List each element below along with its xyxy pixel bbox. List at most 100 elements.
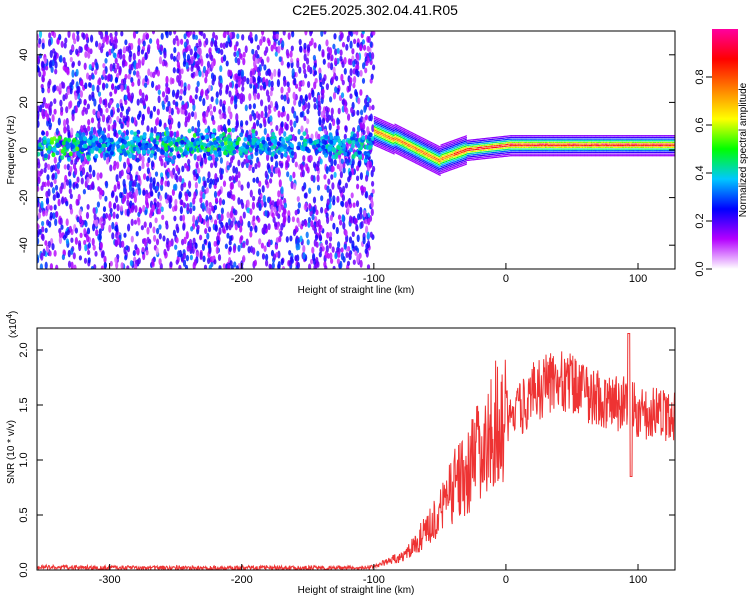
- spectrogram-cell: [128, 180, 132, 188]
- spectrogram-cell: [115, 224, 119, 233]
- spectrogram-cell: [364, 191, 368, 199]
- spectrogram-cell: [54, 172, 58, 180]
- spectrogram-cell: [37, 211, 42, 220]
- spectrogram-cell: [181, 104, 185, 110]
- spectrogram-cell: [37, 55, 40, 63]
- spectrogram-cell: [351, 240, 355, 249]
- spectrogram-cell: [153, 234, 157, 242]
- spectrogram-cell: [121, 59, 126, 66]
- spectrogram-cell: [198, 70, 202, 78]
- spectrogram-cell: [254, 82, 259, 89]
- spectrogram-cell: [265, 89, 270, 97]
- spectrogram-cell: [325, 166, 329, 175]
- spectrogram-cell: [66, 124, 70, 133]
- spectrogram-cell: [144, 82, 148, 88]
- spectrogram-cell: [362, 44, 367, 51]
- spectrogram-cell: [332, 199, 336, 206]
- spectrogram-cell: [135, 230, 139, 237]
- spectrogram-cell: [369, 113, 373, 122]
- spectrogram-cell: [219, 65, 223, 73]
- spectrogram-cell: [85, 33, 89, 41]
- spectrogram-cell: [59, 186, 63, 194]
- spectrogram-cell: [264, 111, 268, 118]
- spectrogram-cell: [126, 166, 131, 174]
- spectrogram-cell: [303, 68, 307, 75]
- spectrogram-cell: [306, 166, 310, 174]
- spectrogram-cell: [192, 169, 196, 176]
- spectrogram-cell: [257, 188, 262, 196]
- spectrogram-cell: [270, 171, 274, 178]
- spectrogram-cell: [300, 125, 304, 133]
- spectrogram-cell: [248, 93, 252, 102]
- spectrogram-cell: [149, 110, 153, 118]
- spectrogram-cell: [62, 82, 66, 89]
- spectrogram-cell: [348, 31, 352, 36]
- spectrogram-cell: [236, 92, 240, 100]
- spectrogram-cell: [249, 189, 253, 198]
- spectrogram-cell: [90, 265, 94, 269]
- spectrogram-cell: [330, 54, 334, 62]
- spectrogram-cell: [274, 167, 278, 175]
- spectrogram-cell: [371, 52, 375, 60]
- spectrogram-cell: [40, 168, 44, 175]
- spectrogram-cell: [98, 234, 102, 241]
- spectrogram-cell: [100, 189, 104, 196]
- spectrogram-cell: [57, 135, 62, 141]
- spectrogram-cell: [349, 93, 353, 100]
- spectrogram-cell: [278, 128, 282, 136]
- spectrogram-cell: [214, 224, 218, 232]
- spectrogram-cell: [296, 238, 300, 245]
- spectrogram-cell: [228, 224, 232, 231]
- spectrogram-cell: [151, 204, 155, 211]
- spectrogram-cell: [280, 86, 284, 94]
- spectrogram-cell: [241, 202, 245, 210]
- spectrogram-cell: [280, 111, 284, 118]
- spectrogram-cell: [66, 88, 71, 96]
- spectrogram-cell: [128, 153, 132, 159]
- spectrogram-cell: [95, 229, 99, 237]
- spectrogram-cell: [199, 251, 203, 260]
- spectrogram-cell: [74, 105, 78, 114]
- spectrogram-cell: [297, 141, 302, 147]
- spectrogram-cell: [347, 139, 352, 145]
- spectrogram-cell: [220, 213, 224, 222]
- spectrogram-cell: [248, 129, 252, 135]
- spectrogram-cell: [216, 239, 220, 246]
- spectrogram-cell: [78, 208, 82, 216]
- spectrogram-cell: [149, 132, 154, 138]
- spectrogram-cell: [70, 247, 74, 255]
- spectrogram-cell: [174, 141, 179, 147]
- spectrogram-cell: [331, 246, 335, 253]
- spectrogram-cell: [280, 152, 284, 159]
- spectrogram-cell: [74, 236, 78, 245]
- spectrogram-cell: [70, 261, 74, 269]
- spectrogram-cell: [330, 107, 334, 116]
- spectrogram-cell: [353, 217, 357, 225]
- spectrogram-cell: [184, 162, 188, 169]
- spectrogram-cell: [57, 117, 61, 126]
- spectrogram-cell: [93, 213, 97, 221]
- spectrogram-cell: [319, 81, 323, 88]
- spectrogram-cell: [170, 117, 174, 125]
- spectrogram-cell: [214, 44, 218, 52]
- spectrogram-cell: [53, 204, 57, 211]
- spectrogram-cell: [266, 196, 271, 204]
- spectrogram-cell: [259, 85, 263, 91]
- spectrogram-cell: [119, 191, 123, 199]
- spectrogram-cell: [63, 42, 67, 49]
- spectrogram-cell: [140, 49, 144, 55]
- spectrogram-cell: [239, 225, 243, 233]
- spectrogram-cell: [280, 137, 285, 142]
- spectrogram-cell: [315, 241, 319, 248]
- spectrogram-cell: [164, 180, 168, 187]
- spectrogram-cell: [123, 161, 127, 169]
- spectrogram-cell: [356, 109, 360, 116]
- spectrogram-cell: [144, 52, 148, 61]
- spectrogram-cell: [345, 252, 349, 258]
- spectrogram-cell: [204, 89, 208, 97]
- spectrogram-cell: [106, 132, 111, 139]
- spectrogram-cell: [273, 206, 277, 213]
- spectrogram-cell: [204, 128, 209, 134]
- spectrogram-cell: [329, 139, 334, 145]
- spectrogram-cell: [217, 190, 221, 197]
